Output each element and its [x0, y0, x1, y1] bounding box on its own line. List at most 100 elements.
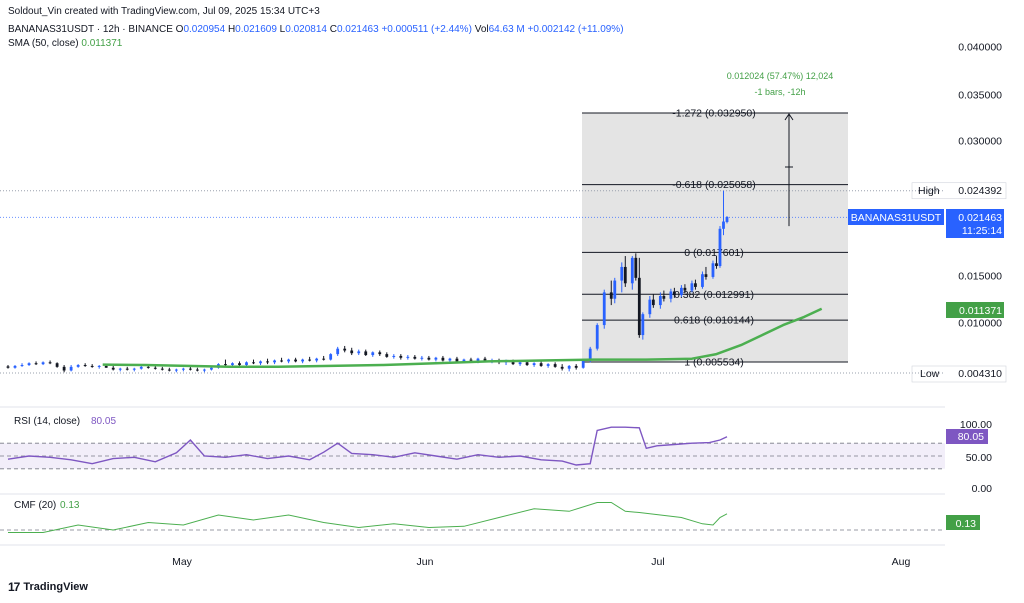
candle-body — [238, 363, 241, 366]
candle-body — [441, 357, 445, 361]
candle-body — [125, 368, 129, 370]
candle-body — [69, 366, 73, 371]
candle-body — [76, 365, 80, 367]
candle-body — [658, 296, 662, 306]
time-axis-label: Aug — [892, 556, 911, 568]
candle-body — [245, 362, 248, 366]
sma-value: 0.011371 — [81, 38, 123, 49]
candle-body — [518, 362, 522, 365]
candle-body — [662, 296, 666, 299]
candle-body — [546, 364, 550, 366]
sma-legend[interactable]: SMA (50, close) 0.011371 — [8, 38, 122, 49]
candle-body — [462, 359, 466, 362]
candle-body — [588, 348, 592, 361]
candle-body — [448, 358, 452, 361]
open-label: O — [175, 24, 184, 35]
candle-body — [160, 368, 164, 370]
candle-body — [6, 366, 10, 368]
cmf-label: CMF (20) — [14, 500, 56, 511]
candle-body — [701, 274, 704, 287]
candle-body — [722, 221, 725, 229]
price-axis-tick: 0.010000 — [958, 318, 1002, 330]
open-value: 0.020954 — [183, 24, 226, 35]
candle-body — [41, 362, 45, 365]
candle-body — [385, 354, 389, 357]
time-axis-label: May — [172, 556, 193, 568]
candle-body — [132, 368, 136, 370]
candle-body — [651, 299, 655, 306]
fib-label: 1 (0.005534) — [684, 357, 744, 369]
candle-body — [641, 314, 645, 336]
candle-body — [48, 362, 52, 364]
candle-body — [315, 358, 319, 361]
candle-body — [567, 365, 571, 369]
tradingview-logo-icon: 17 — [8, 580, 20, 594]
creator-line: Soldout_Vin created with TradingView.com… — [8, 6, 320, 17]
candle-body — [469, 359, 473, 361]
sma-badge — [946, 302, 1004, 318]
candle-body — [371, 352, 375, 356]
candle-body — [620, 266, 624, 281]
candle-body — [672, 291, 676, 296]
measure-bars-label: -1 bars, -12h — [754, 87, 805, 97]
candle-body — [413, 356, 417, 359]
candle-body — [690, 283, 694, 291]
candle-body — [55, 363, 59, 367]
fib-label: 0 (0.017601) — [684, 247, 744, 259]
candle-body — [146, 366, 150, 368]
candle-body — [181, 368, 185, 370]
sma-badge-label: 0.011371 — [959, 305, 1002, 317]
candle-body — [560, 366, 564, 369]
fib-label: -1.272 (0.032950) — [672, 108, 755, 120]
candle-body — [581, 360, 585, 368]
candle-body — [27, 363, 31, 366]
high-label: High — [918, 185, 940, 197]
rsi-axis-tick: 0.00 — [972, 483, 993, 495]
candle-body — [634, 257, 638, 278]
candle-body — [574, 365, 578, 368]
candle-body — [118, 368, 122, 370]
candle-body — [511, 361, 515, 365]
measure-arrowhead — [784, 113, 794, 121]
volume-change: +0.002142 (+11.09%) — [527, 24, 624, 35]
price-axis-tick: 0.035000 — [958, 90, 1002, 102]
candle-body — [111, 367, 115, 370]
fib-label: 0.382 (0.012991) — [674, 289, 754, 301]
candle-body — [322, 358, 326, 360]
low-value: 0.020814 — [285, 24, 327, 35]
ohlc-legend[interactable]: BANANAS31USDT · 12h · BINANCE O0.020954 … — [8, 24, 624, 35]
candle-body — [525, 362, 529, 366]
candle-body — [252, 362, 255, 364]
time-axis-label: Jul — [651, 556, 664, 568]
high-label: H — [227, 24, 236, 35]
candle-body — [476, 358, 480, 361]
countdown-label: 11:25:14 — [962, 225, 1002, 237]
candle-body — [715, 263, 718, 267]
candle-body — [357, 351, 361, 354]
candle-body — [683, 287, 687, 291]
rsi-value: 80.05 — [91, 416, 116, 427]
candle-body — [34, 363, 38, 365]
candle-body — [427, 357, 431, 360]
candle-body — [718, 228, 722, 267]
candle-body — [694, 283, 697, 287]
rsi-axis-tick: 50.00 — [966, 452, 992, 464]
candle-body — [259, 361, 262, 364]
candle-body — [153, 367, 157, 369]
tradingview-logo: 17 TradingView — [8, 580, 88, 594]
candle-body — [725, 216, 729, 222]
candle-body — [680, 287, 683, 296]
candle-body — [420, 357, 424, 359]
candle-body — [399, 355, 403, 358]
rsi-badge — [946, 429, 988, 444]
symbol-badge-label: BANANAS31USDT — [851, 212, 942, 224]
candle-body — [203, 369, 206, 371]
candle-body — [308, 359, 312, 361]
symbol-text[interactable]: BANANAS31USDT · 12h · BINANCE — [8, 24, 173, 35]
rsi-label: RSI (14, close) — [14, 416, 80, 427]
sma-label[interactable]: SMA (50, close) — [8, 38, 79, 49]
candle-body — [210, 367, 213, 370]
candle-body — [532, 363, 536, 366]
